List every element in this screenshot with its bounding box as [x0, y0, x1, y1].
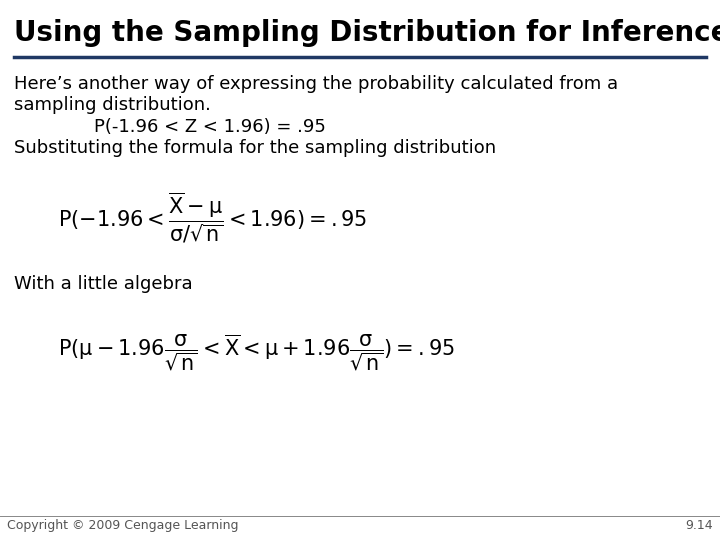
Text: Copyright © 2009 Cengage Learning: Copyright © 2009 Cengage Learning: [7, 519, 239, 532]
Text: Using the Sampling Distribution for Inference: Using the Sampling Distribution for Infe…: [14, 19, 720, 47]
Text: Here’s another way of expressing the probability calculated from a: Here’s another way of expressing the pro…: [14, 75, 618, 92]
Text: $\mathrm{P(-1.96 < \dfrac{\overline{X} - \mu}{\sigma/\sqrt{n}} < 1.96) = .95}$: $\mathrm{P(-1.96 < \dfrac{\overline{X} -…: [58, 190, 367, 245]
Text: With a little algebra: With a little algebra: [14, 275, 193, 293]
Text: 9.14: 9.14: [685, 519, 713, 532]
Text: Substituting the formula for the sampling distribution: Substituting the formula for the samplin…: [14, 139, 497, 157]
Text: sampling distribution.: sampling distribution.: [14, 96, 211, 114]
Text: P(-1.96 < Z < 1.96) = .95: P(-1.96 < Z < 1.96) = .95: [94, 118, 325, 136]
Text: $\mathrm{P(\mu - 1.96\dfrac{\sigma}{\sqrt{n}} < \overline{X} < \mu + 1.96\dfrac{: $\mathrm{P(\mu - 1.96\dfrac{\sigma}{\sqr…: [58, 332, 454, 373]
